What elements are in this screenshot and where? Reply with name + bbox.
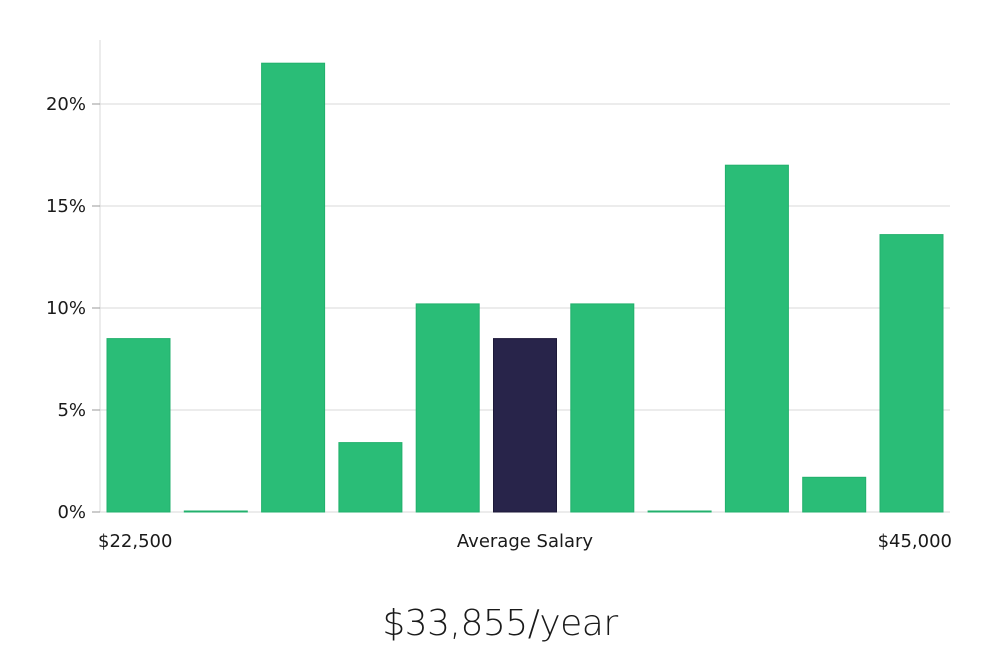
bar: [647, 510, 712, 513]
bar: [415, 303, 480, 513]
y-tick-label: 20%: [46, 94, 86, 115]
highlighted-bar: [493, 338, 557, 513]
average-salary-headline: $33,855/year: [382, 603, 618, 644]
bar: [570, 303, 635, 513]
x-axis-title: Average Salary: [457, 531, 594, 552]
y-tick-label: 15%: [46, 196, 86, 217]
bar: [183, 510, 248, 513]
bar: [879, 234, 944, 513]
x-max-label: $45,000: [878, 531, 952, 552]
y-tick-label: 10%: [46, 298, 86, 319]
bar: [261, 62, 326, 513]
bar: [338, 442, 403, 513]
x-min-label: $22,500: [98, 531, 172, 552]
y-tick-labels: 0% 5% 10% 15% 20%: [46, 94, 100, 523]
bar: [106, 338, 171, 513]
y-tick-label: 0%: [57, 502, 86, 523]
bar: [724, 164, 789, 513]
y-tick-label: 5%: [57, 400, 86, 421]
bar-layer: [106, 62, 944, 513]
bar: [802, 476, 867, 513]
